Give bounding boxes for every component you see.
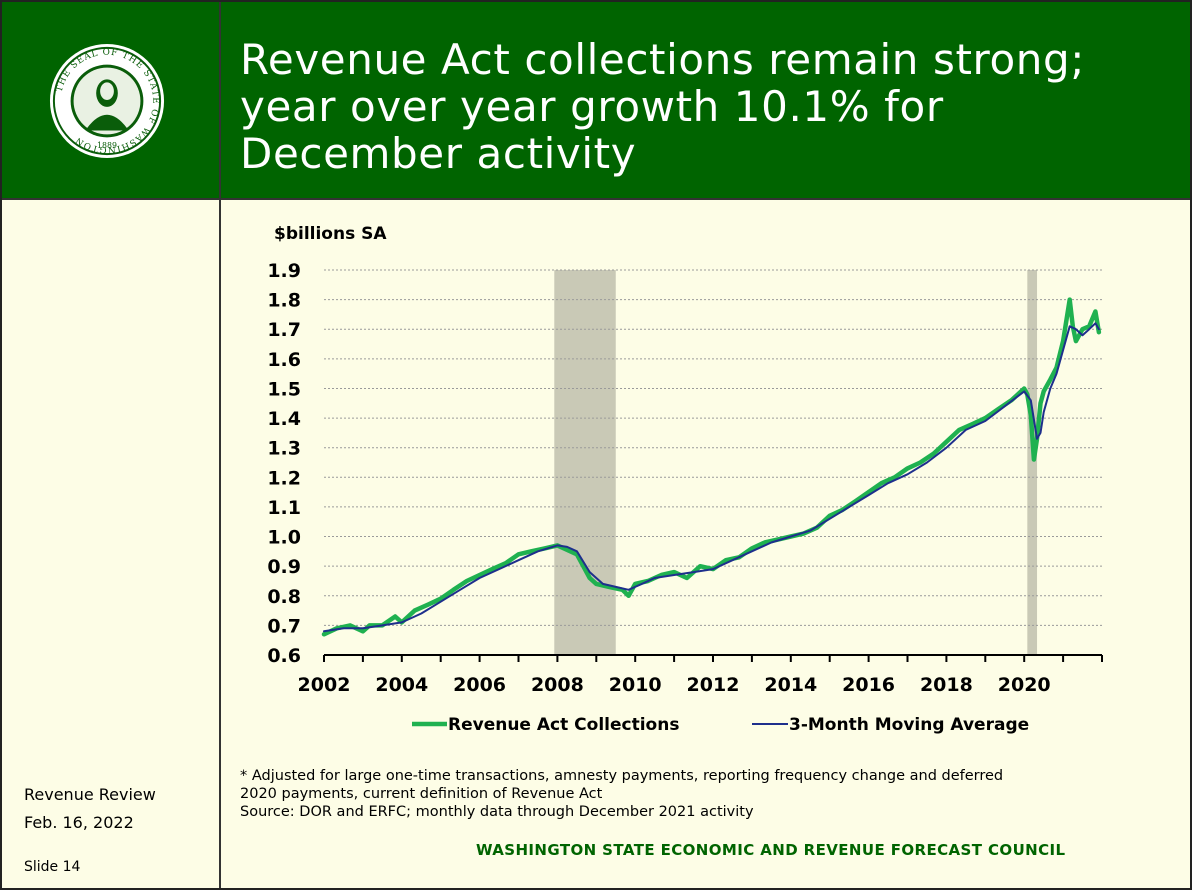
horizontal-divider [2,198,1190,200]
y-tick-label: 1.6 [267,349,301,371]
recession-band [554,270,616,655]
y-tick-label: 0.9 [267,556,301,578]
recession-band [1027,270,1038,655]
y-tick-label: 0.6 [267,645,301,667]
y-tick-label: 1.5 [267,378,301,400]
y-tick-label: 1.2 [267,467,301,489]
source-line: Source: DOR and ERFC; monthly data throu… [240,804,754,820]
washington-state-seal: THE SEAL OF THE STATE OF WASHINGTON 1889 [49,43,165,159]
y-tick-label: 1.1 [267,497,301,519]
y-tick-label: 1.7 [267,319,301,341]
legend-label-moving-average: 3-Month Moving Average [789,715,1029,735]
council-name: WASHINGTON STATE ECONOMIC AND REVENUE FO… [476,841,1066,859]
x-tick-label: 2020 [998,674,1051,696]
header-logo-panel: THE SEAL OF THE STATE OF WASHINGTON 1889 [2,2,219,198]
x-tick-label: 2006 [453,674,506,696]
slide-number: Slide 14 [24,859,81,875]
footnote-line: * Adjusted for large one-time transactio… [240,768,1004,784]
y-tick-label: 1.4 [267,408,301,430]
header-title-panel: Revenue Act collections remain strong; y… [221,2,1190,198]
revenue-collections-line [321,297,1102,637]
seal-year: 1889 [97,141,117,150]
sidebar-review-label: Revenue Review [24,785,156,804]
x-tick-label: 2016 [842,674,895,696]
footnote-line: 2020 payments, current definition of Rev… [240,786,603,802]
footnote: * Adjusted for large one-time transactio… [240,767,1170,821]
x-tick-label: 2004 [375,674,428,696]
x-tick-label: 2008 [531,674,584,696]
title-line: December activity [240,129,637,178]
x-tick-label: 2014 [764,674,817,696]
y-axis-unit-label: $billions SA [274,224,387,244]
title-line: Revenue Act collections remain strong; [240,35,1085,84]
y-tick-label: 1.0 [267,527,301,549]
x-tick-label: 2002 [298,674,351,696]
x-tick-label: 2010 [609,674,662,696]
y-tick-label: 1.3 [267,438,301,460]
slide-title: Revenue Act collections remain strong; y… [240,36,1170,177]
vertical-divider [219,2,221,888]
title-line: year over year growth 10.1% for [240,82,944,131]
revenue-line-chart: 0.6 0.7 0.8 0.9 1.0 1.1 1.2 1.3 1.4 1.5 1.6 1.7 1.8 1… [267,224,1103,735]
moving-average-line [323,322,1100,633]
y-tick-label: 0.8 [267,586,301,608]
sidebar-date: Feb. 16, 2022 [24,813,134,832]
legend-label-collections: Revenue Act Collections [448,715,679,735]
x-tick-label: 2012 [687,674,740,696]
x-tick-label: 2018 [920,674,973,696]
y-tick-label: 0.7 [267,615,301,637]
y-tick-label: 1.8 [267,290,301,312]
y-tick-label: 1.9 [267,260,301,282]
